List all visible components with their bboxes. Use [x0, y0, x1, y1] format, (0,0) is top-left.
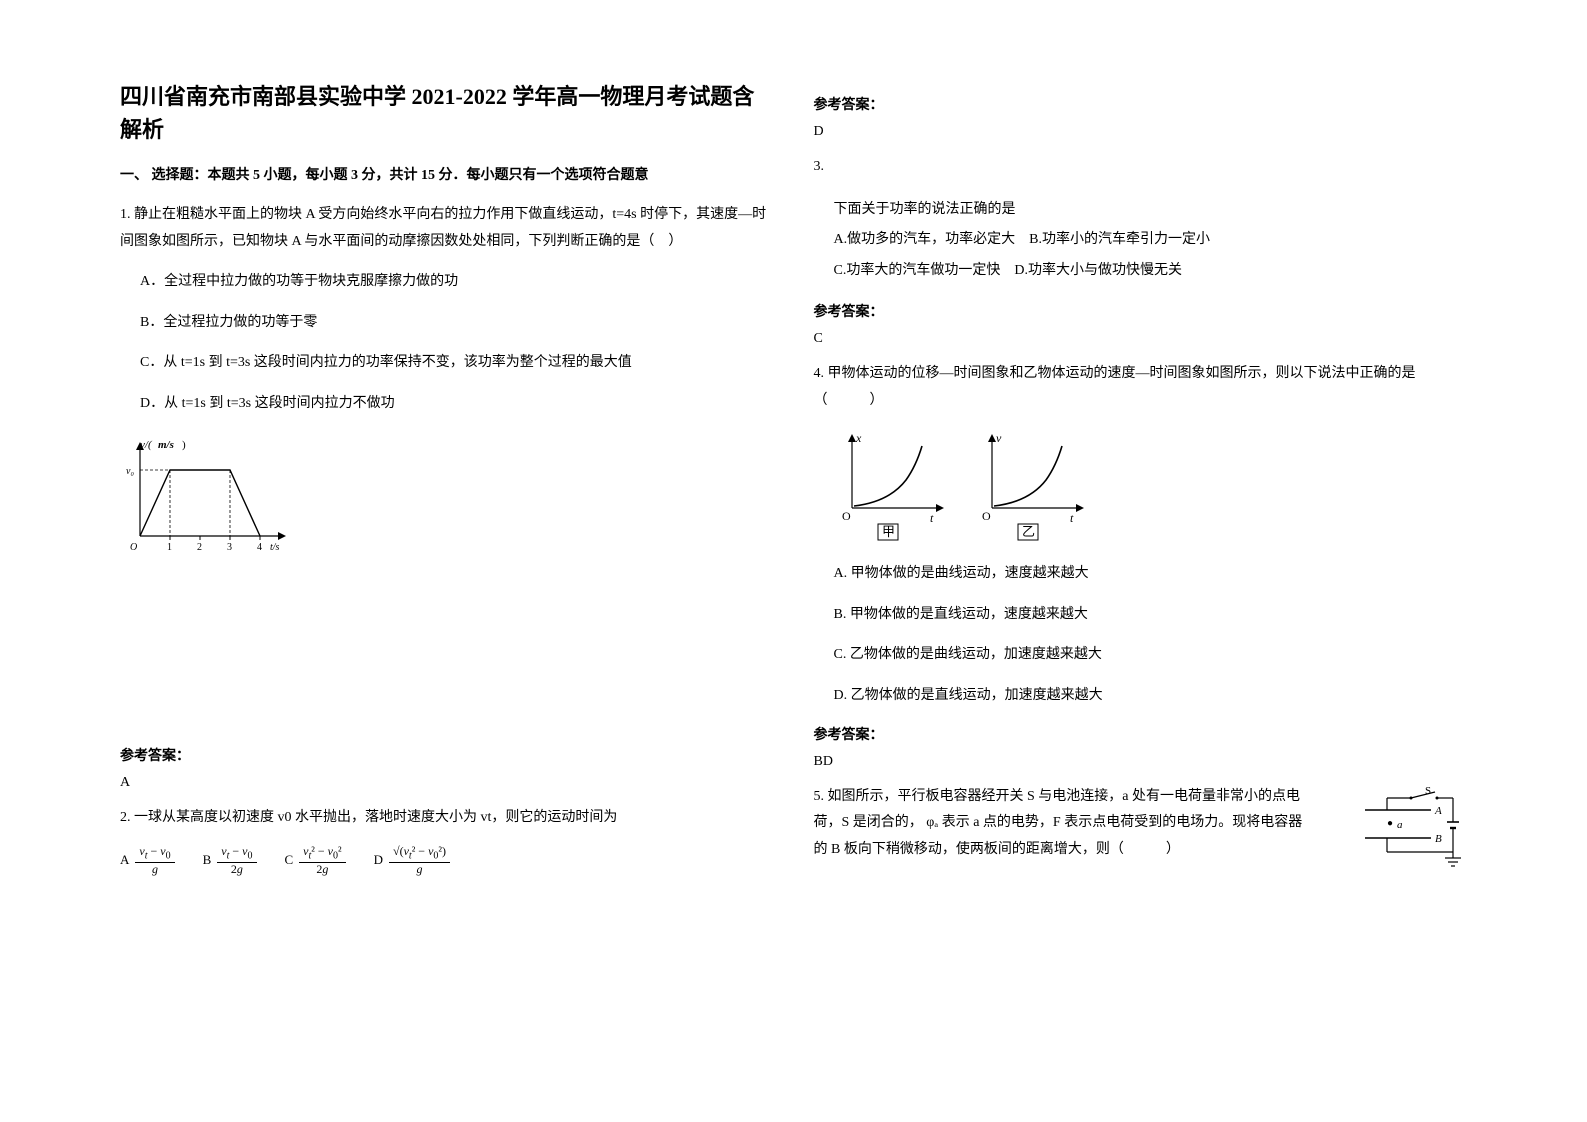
frac-b-den: 2g	[227, 863, 247, 876]
q4-answer: BD	[814, 754, 1468, 770]
q4-stem: 4. 甲物体运动的位移—时间图象和乙物体运动的速度—时间图象如图所示，则以下说法…	[814, 361, 1468, 414]
curve-yi	[994, 446, 1062, 506]
q3-option-cd: C.功率大的汽车做功一定快 D.功率大小与做功快慢无关	[814, 256, 1468, 287]
y-arrow-icon	[988, 434, 996, 442]
caption-yi: 乙	[1022, 524, 1035, 539]
left-column: 四川省南充市南部县实验中学 2021-2022 学年高一物理月考试题含解析 一、…	[100, 80, 794, 1082]
q5-wrap: 5. 如图所示，平行板电容器经开关 S 与电池连接，a 处有一电荷量非常小的点电…	[814, 784, 1468, 878]
q3-answer: C	[814, 331, 1468, 347]
q1-answer: A	[120, 775, 774, 791]
y-tick-v0: v₀	[126, 466, 134, 477]
plate-a-label: A	[1434, 805, 1442, 817]
y-arrow-icon	[848, 434, 856, 442]
vt-line	[140, 470, 260, 536]
frac-a: vt − v0 g	[135, 845, 174, 876]
frac-d: √(vt² − v0²) g	[389, 845, 450, 876]
opt-a-label: A	[120, 852, 129, 868]
q4-chart-jia: x t O 甲	[834, 428, 954, 543]
q2-option-b: B vt − v0 2g	[203, 845, 257, 876]
point-a-label: a	[1397, 819, 1403, 831]
x-label-t: t	[1070, 511, 1074, 525]
q4-option-a: A. 甲物体做的是曲线运动，速度越来越大	[814, 561, 1468, 588]
vt-graph-svg: v/( m/s ) v₀ O 1 2 3 4	[120, 436, 290, 556]
frac-c-den: 2g	[312, 863, 332, 876]
spacer	[120, 571, 774, 731]
right-column: 参考答案： D 3. 下面关于功率的说法正确的是 A.做功多的汽车，功率必定大 …	[794, 80, 1488, 1082]
q2-option-d: D √(vt² − v0²) g	[374, 845, 450, 876]
q4-option-b: B. 甲物体做的是直线运动，速度越来越大	[814, 602, 1468, 629]
frac-b: vt − v0 2g	[217, 845, 256, 876]
q1-option-c: C．从 t=1s 到 t=3s 这段时间内拉力的功率保持不变，该功率为整个过程的…	[120, 350, 774, 377]
point-a-dot: ●	[1387, 818, 1393, 829]
switch-arm	[1411, 792, 1435, 798]
y-label-v: v	[996, 431, 1002, 445]
section-1-heading: 一、 选择题：本题共 5 小题，每小题 3 分，共计 15 分．每小题只有一个选…	[120, 164, 774, 184]
curve-jia	[854, 446, 922, 506]
q1-option-a: A．全过程中拉力做的功等于物块克服摩擦力做的功	[120, 269, 774, 296]
q4-chart-yi: v t O 乙	[974, 428, 1094, 543]
y-axis-unit: m/s	[158, 439, 174, 451]
q1-vt-chart: v/( m/s ) v₀ O 1 2 3 4	[120, 436, 774, 561]
frac-d-num: √(vt² − v0²)	[389, 845, 450, 862]
opt-d-label: D	[374, 852, 383, 868]
q5-circuit-diagram: S A ● a B	[1327, 784, 1467, 874]
q5-stem: 5. 如图所示，平行板电容器经开关 S 与电池连接，a 处有一电荷量非常小的点电…	[814, 784, 1312, 864]
origin-o: O	[842, 509, 851, 523]
frac-b-num: vt − v0	[217, 845, 256, 862]
opt-c-label: C	[285, 852, 294, 868]
xtick-label-3: 3	[227, 542, 232, 553]
q1-option-b: B．全过程拉力做的功等于零	[120, 310, 774, 337]
q2-answer-label: 参考答案：	[814, 94, 1468, 114]
q2-option-c: C vt² − v0² 2g	[285, 845, 346, 876]
q4-option-c: C. 乙物体做的是曲线运动，加速度越来越大	[814, 642, 1468, 669]
origin-o: O	[982, 509, 991, 523]
x-axis-label: t/s	[270, 542, 280, 553]
switch-label: S	[1425, 785, 1431, 797]
frac-d-den: g	[412, 863, 426, 876]
xtick-label-4: 4	[257, 542, 262, 553]
frac-a-num: vt − v0	[135, 845, 174, 862]
q3-answer-label: 参考答案：	[814, 301, 1468, 321]
q4-charts: x t O 甲 v t O 乙	[834, 428, 1468, 543]
y-axis-label-close: )	[182, 439, 186, 451]
xtick-label-2: 2	[197, 542, 202, 553]
q2-option-a: A vt − v0 g	[120, 845, 175, 876]
q1-option-d: D．从 t=1s 到 t=3s 这段时间内拉力不做功	[120, 391, 774, 418]
frac-c-num: vt² − v0²	[299, 845, 345, 862]
x-label-t: t	[930, 511, 934, 525]
frac-c: vt² − v0² 2g	[299, 845, 345, 876]
xtick-label-1: 1	[167, 542, 172, 553]
q2-options-row: A vt − v0 g B vt − v0 2g C vt² − v0² 2g …	[120, 845, 774, 876]
q1-stem: 1. 静止在粗糙水平面上的物块 A 受方向始终水平向右的拉力作用下做直线运动，t…	[120, 202, 774, 255]
q4-option-d: D. 乙物体做的是直线运动，加速度越来越大	[814, 683, 1468, 710]
q3-option-ab: A.做功多的汽车，功率必定大 B.功率小的汽车牵引力一定小	[814, 225, 1468, 256]
q1-answer-label: 参考答案：	[120, 745, 774, 765]
q2-stem: 2. 一球从某高度以初速度 v0 水平抛出，落地时速度大小为 vt，则它的运动时…	[120, 805, 774, 832]
q3-stem: 下面关于功率的说法正确的是	[814, 195, 1468, 226]
q4-answer-label: 参考答案：	[814, 724, 1468, 744]
plate-b-label: B	[1435, 833, 1442, 845]
origin-o: O	[130, 542, 137, 553]
frac-a-den: g	[148, 863, 162, 876]
y-label-x: x	[855, 431, 862, 445]
q2-answer: D	[814, 124, 1468, 140]
page-title: 四川省南充市南部县实验中学 2021-2022 学年高一物理月考试题含解析	[120, 80, 774, 146]
opt-b-label: B	[203, 852, 212, 868]
caption-jia: 甲	[882, 524, 895, 539]
q3-num: 3.	[814, 154, 1468, 181]
